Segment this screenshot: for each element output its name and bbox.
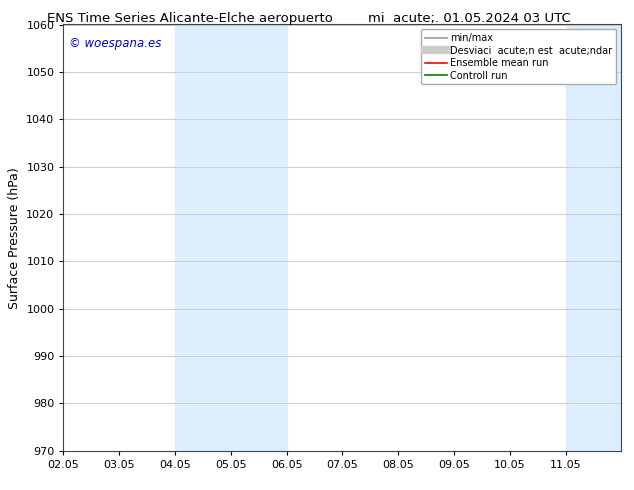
Bar (175, 24, 287, 451)
Legend: min/max, Desviaci  acute;n est  acute;ndar, Ensemble mean run, Controll run: min/max, Desviaci acute;n est acute;ndar… (421, 29, 616, 84)
Text: mi  acute;. 01.05.2024 03 UTC: mi acute;. 01.05.2024 03 UTC (368, 12, 571, 25)
Text: ENS Time Series Alicante-Elche aeropuerto: ENS Time Series Alicante-Elche aeropuert… (48, 12, 333, 25)
Text: © woespana.es: © woespana.es (69, 37, 162, 50)
Bar (566, 24, 621, 451)
Y-axis label: Surface Pressure (hPa): Surface Pressure (hPa) (8, 167, 21, 309)
